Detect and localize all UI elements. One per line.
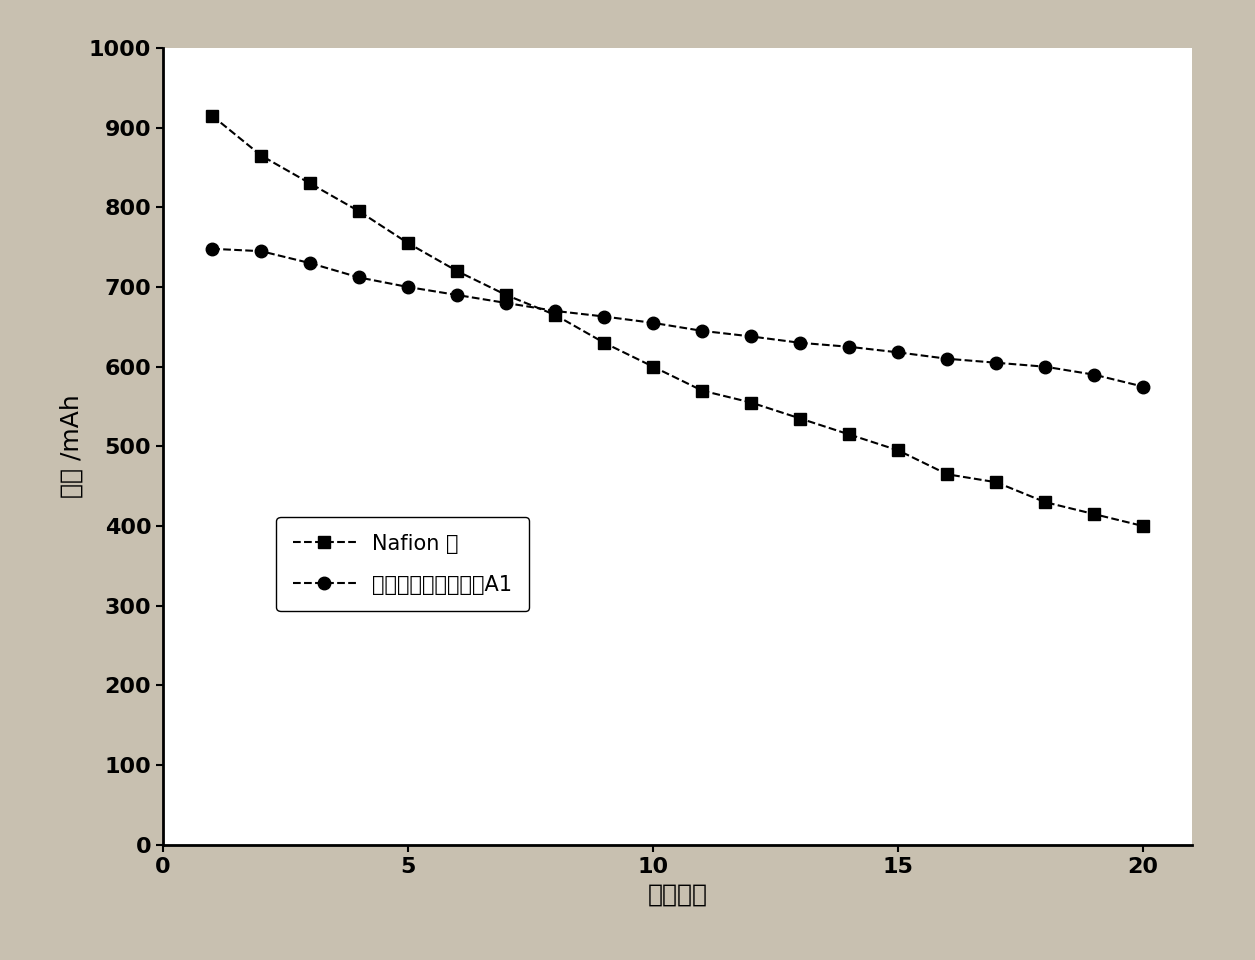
全钒液流电池用隔膜A1	[744, 330, 759, 342]
全钒液流电池用隔膜A1	[793, 337, 808, 348]
Nafion 膜	[1136, 520, 1151, 532]
Nafion 膜	[596, 337, 611, 348]
Nafion 膜	[645, 361, 660, 372]
全钒液流电池用隔膜A1	[254, 246, 269, 257]
全钒液流电池用隔膜A1	[596, 311, 611, 323]
Nafion 膜	[695, 385, 710, 396]
Nafion 膜	[891, 444, 906, 456]
全钒液流电池用隔膜A1	[695, 325, 710, 337]
Nafion 膜	[1087, 509, 1102, 520]
Y-axis label: 容量 /mAh: 容量 /mAh	[59, 395, 83, 498]
全钒液流电池用隔膜A1	[1136, 381, 1151, 393]
Nafion 膜	[205, 110, 220, 122]
全钒液流电池用隔膜A1	[842, 341, 857, 352]
全钒液流电池用隔膜A1	[1087, 369, 1102, 380]
全钒液流电池用隔膜A1	[205, 243, 220, 254]
Nafion 膜	[400, 237, 415, 249]
Nafion 膜	[547, 309, 562, 321]
Nafion 膜	[1038, 496, 1053, 508]
全钒液流电池用隔膜A1	[351, 272, 366, 283]
Nafion 膜	[449, 265, 464, 276]
Legend: Nafion 膜, 全钒液流电池用隔膜A1: Nafion 膜, 全钒液流电池用隔膜A1	[276, 517, 528, 612]
全钒液流电池用隔膜A1	[449, 289, 464, 300]
全钒液流电池用隔膜A1	[891, 347, 906, 358]
Nafion 膜	[351, 205, 366, 217]
Line: Nafion 膜: Nafion 膜	[206, 109, 1150, 533]
全钒液流电池用隔膜A1	[1038, 361, 1053, 372]
Nafion 膜	[989, 476, 1004, 488]
Line: 全钒液流电池用隔膜A1: 全钒液流电池用隔膜A1	[206, 243, 1150, 393]
全钒液流电池用隔膜A1	[940, 353, 955, 365]
全钒液流电池用隔膜A1	[400, 281, 415, 293]
Nafion 膜	[744, 396, 759, 408]
Nafion 膜	[254, 150, 269, 161]
全钒液流电池用隔膜A1	[989, 357, 1004, 369]
全钒液流电池用隔膜A1	[302, 257, 318, 269]
全钒液流电池用隔膜A1	[547, 305, 562, 317]
Nafion 膜	[793, 413, 808, 424]
X-axis label: 循环次数: 循环次数	[648, 882, 708, 906]
Nafion 膜	[498, 289, 513, 300]
全钒液流电池用隔膜A1	[498, 298, 513, 309]
Nafion 膜	[940, 468, 955, 480]
Nafion 膜	[842, 429, 857, 441]
Nafion 膜	[302, 178, 318, 189]
全钒液流电池用隔膜A1	[645, 317, 660, 328]
